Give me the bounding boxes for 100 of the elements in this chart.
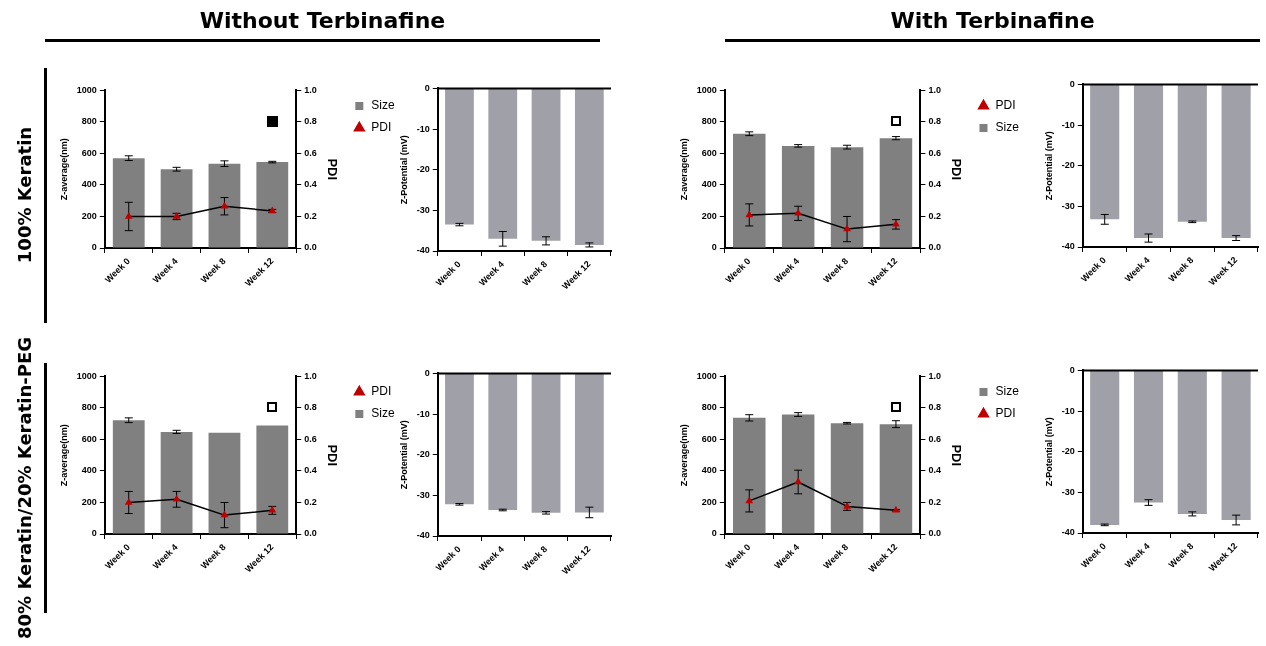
y2-tick-label: 0.4: [928, 465, 941, 476]
point: [843, 225, 851, 232]
y2-tick-label: 0.0: [304, 528, 317, 539]
y-tick-label: 600: [701, 147, 717, 158]
y2-axis-title: PDI: [949, 158, 965, 181]
y2-tick-label: 0.8: [928, 402, 941, 413]
point: [173, 495, 180, 502]
point: [794, 209, 802, 216]
text: Without Terbinafine: [45, 8, 600, 42]
y-tick-label: -20: [1061, 446, 1075, 457]
y-tick-label: 600: [81, 147, 97, 158]
y-tick-label: -20: [416, 449, 430, 460]
y-tick-label: -10: [1061, 119, 1075, 130]
y2-tick-label: 0.2: [304, 496, 317, 507]
bar: [256, 162, 289, 248]
y-tick-label: 200: [81, 496, 97, 507]
bar: [879, 138, 913, 248]
y-tick-label: -30: [1061, 200, 1075, 211]
y-axis-title: Z-Potential (mV): [398, 135, 409, 205]
y2-tick-label: 0.4: [304, 179, 317, 190]
y-tick-label: 400: [701, 179, 717, 190]
bar: [112, 158, 145, 248]
y2-tick-label: 1.0: [304, 84, 317, 95]
y-tick-label: 800: [81, 402, 97, 413]
point: [745, 497, 753, 504]
y-tick-label: 0: [711, 242, 717, 253]
y2-tick-label: 0.0: [304, 242, 317, 253]
y-axis-title: Z-average(nm): [58, 138, 69, 201]
y-tick-label: 1000: [76, 370, 97, 381]
bar: [256, 425, 289, 534]
y2-tick-label: 0.6: [928, 147, 941, 158]
y2-tick-label: 0.2: [928, 210, 941, 221]
y-tick-label: 0: [1069, 364, 1075, 375]
y-tick-label: 800: [701, 116, 717, 127]
y-tick-label: 200: [81, 210, 97, 221]
point: [221, 511, 228, 518]
y-tick-label: -30: [416, 489, 430, 500]
text: With Terbinafine: [725, 8, 1260, 42]
y2-axis-title: PDI: [324, 158, 340, 181]
y-tick-label: -40: [1061, 241, 1075, 252]
y2-tick-label: 1.0: [928, 370, 941, 381]
y-tick-label: -40: [416, 245, 430, 256]
y-axis-title: Z-Potential (mV): [398, 420, 409, 490]
y-tick-label: -20: [1061, 160, 1075, 171]
y2-tick-label: 0.8: [304, 116, 317, 127]
legend-label: Size: [371, 406, 395, 421]
legend-label: PDI: [371, 120, 392, 135]
y-axis-title: Z-Potential (mV): [1043, 417, 1054, 487]
y-axis-title: Z-average(nm): [678, 138, 689, 201]
legend-label: Size: [995, 120, 1020, 135]
y-tick-label: -30: [1061, 486, 1075, 497]
bar: [733, 133, 766, 248]
text: 80% Keratin/20% Keratin-PEG: [13, 337, 35, 639]
y-tick-label: 0: [711, 528, 717, 539]
legend-label: PDI: [995, 406, 1016, 421]
bar: [208, 163, 241, 248]
y-tick-label: 1000: [76, 84, 97, 95]
y-tick-label: 0: [424, 82, 430, 93]
y-tick-label: 200: [701, 496, 717, 507]
y-tick-label: -30: [416, 204, 430, 215]
y-tick-label: -40: [416, 530, 430, 541]
y-tick-label: 1000: [696, 370, 717, 381]
y2-tick-label: 0.4: [304, 465, 317, 476]
y2-tick-label: 0.8: [928, 116, 941, 127]
point: [745, 211, 753, 218]
y2-tick-label: 1.0: [928, 84, 941, 95]
y2-tick-label: 0.2: [928, 496, 941, 507]
legend-label: Size: [995, 384, 1020, 399]
point: [221, 202, 228, 209]
y-tick-label: 0: [91, 528, 97, 539]
y-tick-label: 400: [81, 465, 97, 476]
bar: [208, 432, 241, 534]
y-tick-label: 200: [701, 210, 717, 221]
y-tick-label: 0: [91, 242, 97, 253]
y-tick-label: -10: [416, 408, 430, 419]
y2-tick-label: 0.0: [928, 528, 941, 539]
bar: [160, 431, 193, 534]
y2-tick-label: 0.2: [304, 210, 317, 221]
y-tick-label: -40: [1061, 527, 1075, 538]
y-tick-label: 400: [701, 465, 717, 476]
legend-label: PDI: [995, 98, 1016, 113]
text: 100% Keratin: [13, 126, 35, 264]
y-tick-label: -10: [1061, 405, 1075, 416]
y2-axis-title: PDI: [949, 444, 965, 467]
y-axis-title: Z-average(nm): [58, 424, 69, 487]
y-axis-title: Z-average(nm): [678, 424, 689, 487]
y-tick-label: -20: [416, 164, 430, 175]
y-tick-label: 400: [81, 179, 97, 190]
y-tick-label: 800: [701, 402, 717, 413]
y-tick-label: 0: [1069, 78, 1075, 89]
y-tick-label: 600: [701, 433, 717, 444]
y2-axis-title: PDI: [324, 444, 340, 467]
bar: [830, 147, 864, 248]
y-tick-label: 600: [81, 433, 97, 444]
y-tick-label: -10: [416, 123, 430, 134]
y-tick-label: 1000: [696, 84, 717, 95]
legend-label: PDI: [371, 384, 392, 399]
y-axis-title: Z-Potential (mV): [1043, 131, 1054, 201]
point: [125, 212, 133, 219]
legend-label: Size: [371, 98, 395, 113]
